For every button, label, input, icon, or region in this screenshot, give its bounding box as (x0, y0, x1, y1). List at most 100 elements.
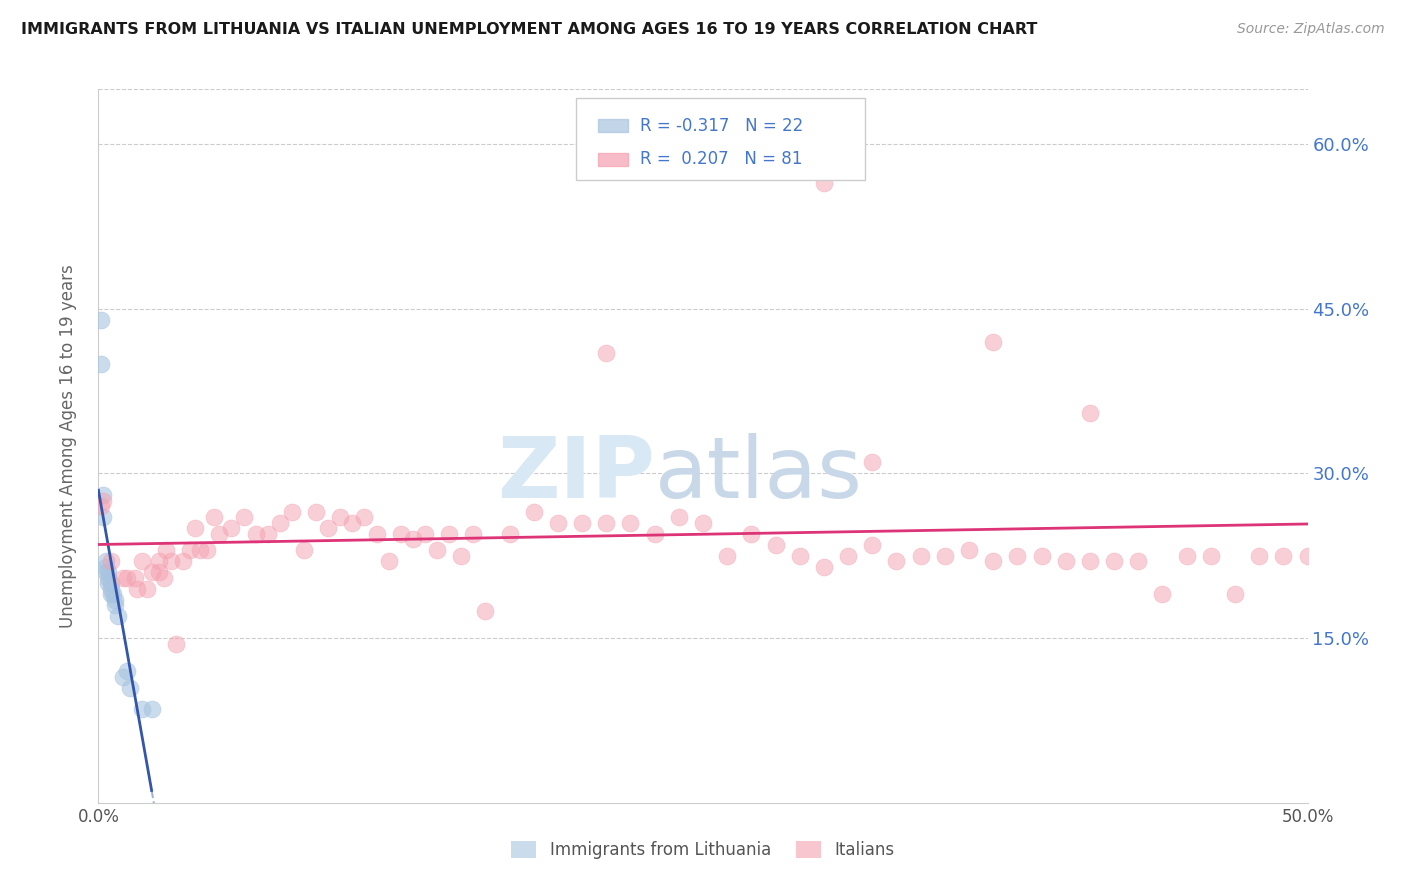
Point (1102, 554, 1125, 568)
Point (860, 455, 883, 469)
Point (292, 543, 315, 558)
Point (172, 554, 194, 568)
Point (474, 604, 496, 618)
Point (498, 526, 520, 541)
Point (141, 702, 163, 716)
Point (957, 543, 980, 558)
Point (789, 549, 811, 563)
Point (1175, 549, 1198, 563)
Point (595, 516, 617, 530)
Legend: Immigrants from Lithuania, Italians: Immigrants from Lithuania, Italians (505, 834, 901, 866)
Point (90, 500, 112, 514)
Point (117, 571, 139, 585)
Text: R = -0.317   N = 22: R = -0.317 N = 22 (640, 117, 803, 135)
Point (1152, 587, 1174, 601)
Point (100, 576, 122, 591)
Point (155, 543, 177, 558)
Point (107, 609, 129, 624)
Text: atlas: atlas (655, 433, 863, 516)
Point (437, 526, 460, 541)
Point (1223, 587, 1246, 601)
Point (104, 598, 127, 612)
Point (148, 554, 170, 568)
Point (813, 176, 835, 190)
Point (184, 521, 207, 535)
Point (91, 488, 114, 502)
Point (135, 582, 157, 596)
Point (179, 543, 201, 558)
Point (1296, 549, 1319, 563)
Point (1054, 554, 1077, 568)
Point (90, 357, 112, 371)
Text: Source: ZipAtlas.com: Source: ZipAtlas.com (1237, 22, 1385, 37)
Point (148, 566, 170, 580)
Point (353, 510, 375, 524)
Point (94, 554, 117, 568)
Point (100, 554, 122, 568)
Point (692, 516, 714, 530)
Point (256, 526, 278, 541)
Point (740, 526, 762, 541)
Point (97, 576, 120, 591)
Point (305, 505, 328, 519)
Text: ZIP: ZIP (496, 433, 655, 516)
Point (118, 681, 141, 695)
Point (1128, 554, 1150, 568)
Point (389, 526, 412, 541)
Point (91, 510, 114, 524)
Point (426, 543, 449, 558)
Point (245, 526, 267, 541)
Point (91, 494, 114, 508)
Point (571, 516, 593, 530)
Point (837, 549, 859, 563)
Point (1249, 549, 1271, 563)
Point (232, 510, 254, 524)
Point (366, 526, 388, 541)
Point (1031, 549, 1053, 563)
Point (910, 549, 932, 563)
Point (1007, 549, 1029, 563)
Point (160, 554, 183, 568)
Point (765, 538, 787, 552)
Point (716, 549, 738, 563)
Point (124, 571, 146, 585)
Point (204, 510, 226, 524)
Point (813, 559, 835, 574)
Point (221, 521, 243, 535)
Point (1199, 549, 1222, 563)
Point (94, 566, 117, 580)
Point (981, 334, 1004, 349)
Point (413, 526, 436, 541)
Point (329, 510, 352, 524)
Point (152, 571, 174, 585)
Point (377, 554, 399, 568)
Point (131, 702, 153, 716)
Point (101, 587, 124, 601)
Point (100, 587, 122, 601)
Point (981, 554, 1004, 568)
Point (111, 571, 134, 585)
Text: IMMIGRANTS FROM LITHUANIA VS ITALIAN UNEMPLOYMENT AMONG AGES 16 TO 19 YEARS CORR: IMMIGRANTS FROM LITHUANIA VS ITALIAN UNE… (21, 22, 1038, 37)
Point (195, 543, 218, 558)
Point (402, 533, 425, 547)
Point (595, 345, 617, 359)
Point (886, 554, 908, 568)
Point (141, 566, 163, 580)
Point (316, 521, 339, 535)
Point (208, 526, 231, 541)
Point (127, 582, 149, 596)
Point (111, 669, 134, 683)
Point (269, 516, 291, 530)
Point (94, 559, 117, 574)
Point (668, 510, 690, 524)
Point (1078, 406, 1101, 420)
Point (90, 312, 112, 326)
Point (523, 505, 546, 519)
Point (547, 516, 569, 530)
Point (644, 526, 666, 541)
Point (117, 664, 139, 678)
Point (342, 516, 364, 530)
Text: R =  0.207   N = 81: R = 0.207 N = 81 (640, 151, 801, 169)
Point (1078, 554, 1101, 568)
Point (97, 566, 120, 580)
